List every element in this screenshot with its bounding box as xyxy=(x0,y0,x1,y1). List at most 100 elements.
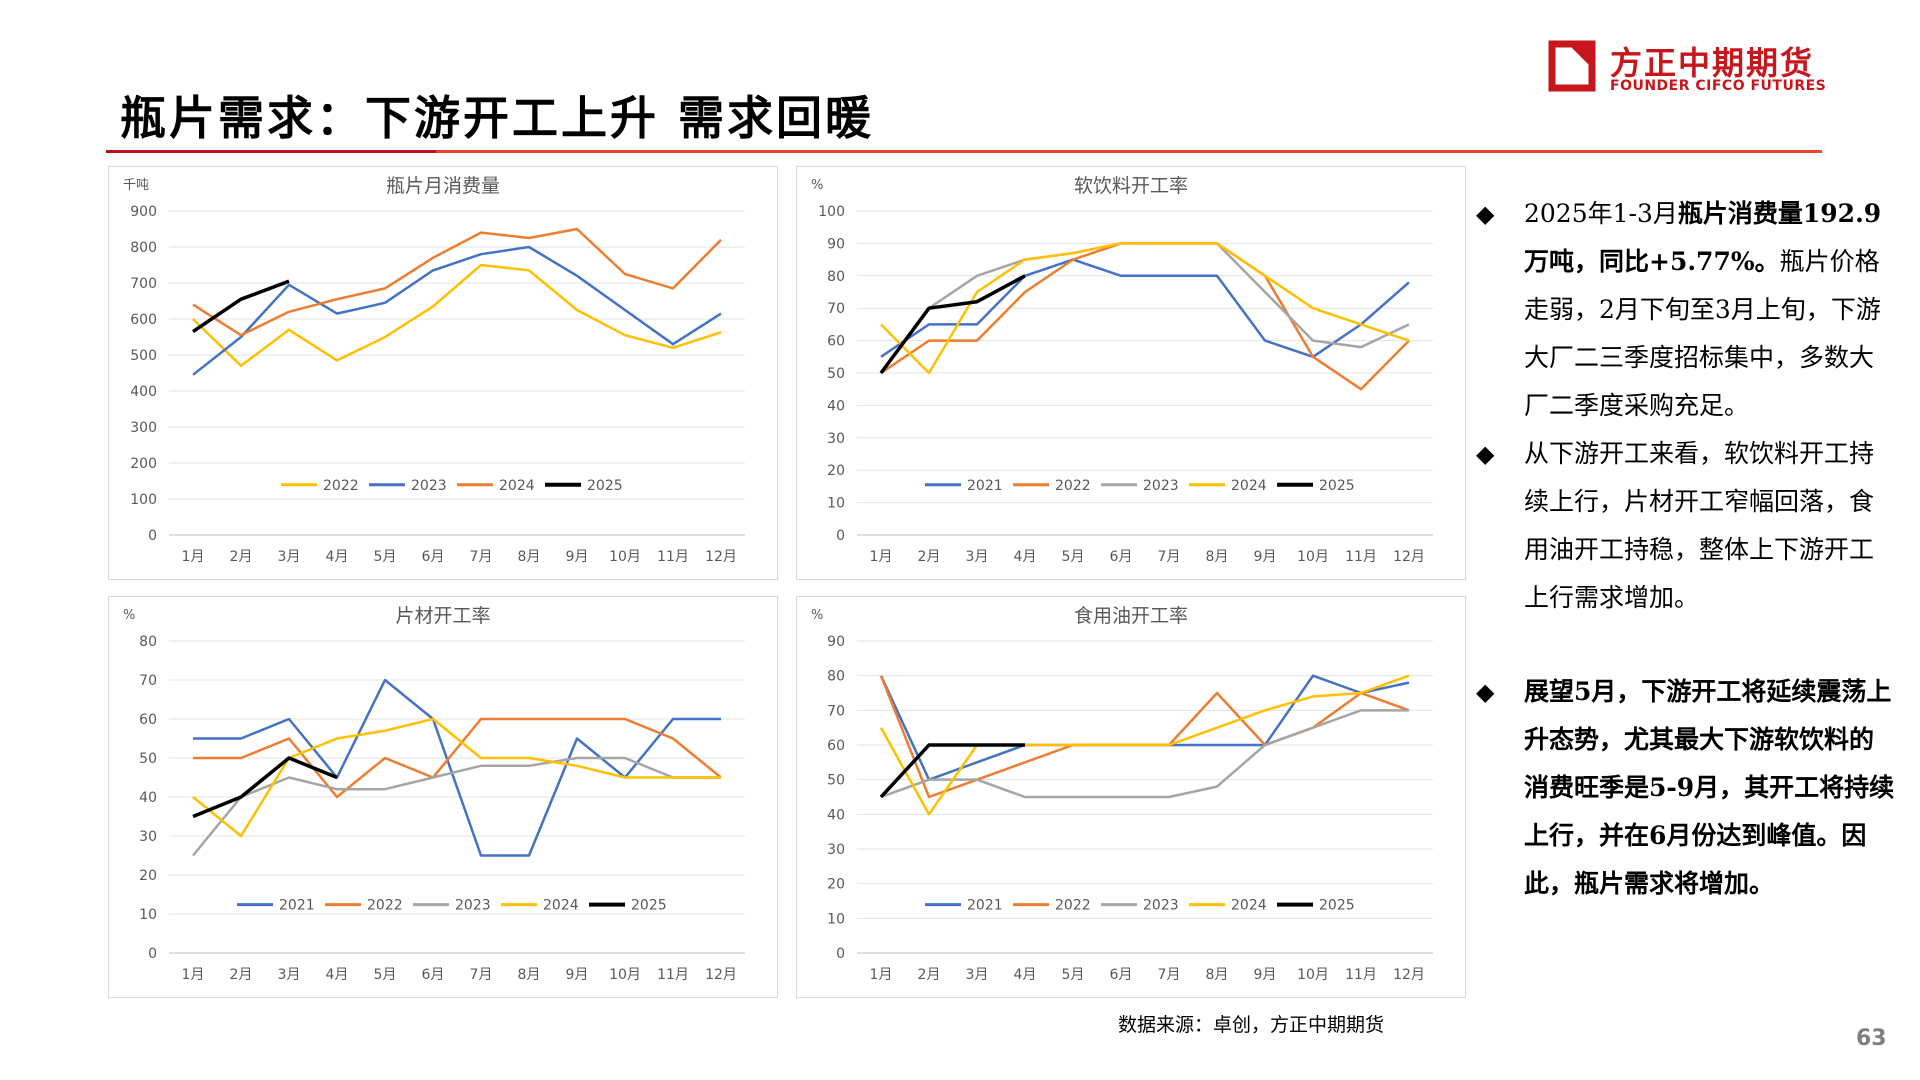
y-tick-label: 80 xyxy=(827,669,845,685)
company-logo: 方正中期期货 FOUNDER CIFCO FUTURES xyxy=(1548,38,1830,96)
y-tick-label: 10 xyxy=(139,907,157,923)
y-tick-label: 20 xyxy=(827,463,845,479)
x-tick-label: 11月 xyxy=(657,549,689,565)
x-tick-label: 2月 xyxy=(230,967,253,983)
legend-label: 2024 xyxy=(1231,898,1267,914)
logo-mark-icon xyxy=(1548,40,1596,92)
y-tick-label: 10 xyxy=(827,496,845,512)
x-tick-label: 10月 xyxy=(609,967,641,983)
y-tick-label: 20 xyxy=(139,868,157,884)
line-chart: 片材开工率% 0 10 20 30 40 50 60 70 80 1月 2月 3月 4月 5月 6月 7月 8月 9… xyxy=(123,605,745,983)
diamond-bullet-icon: ◆ xyxy=(1476,678,1495,706)
title-underline xyxy=(106,150,1822,153)
y-tick-label: 900 xyxy=(130,204,157,220)
y-tick-label: 10 xyxy=(827,911,845,927)
legend-label: 2021 xyxy=(967,898,1003,914)
y-tick-label: 40 xyxy=(139,790,157,806)
x-tick-label: 11月 xyxy=(1345,967,1377,983)
x-tick-label: 7月 xyxy=(470,549,493,565)
series-line-2022 xyxy=(880,242,1410,391)
x-tick-label: 7月 xyxy=(1158,967,1181,983)
x-tick-label: 11月 xyxy=(657,967,689,983)
y-axis-unit-label: % xyxy=(123,608,135,623)
x-tick-label: 8月 xyxy=(1206,549,1229,565)
bullet-text-bold: 瓶片消费量192.9万吨，同比+5.77%。 xyxy=(1524,199,1882,276)
y-tick-label: 0 xyxy=(148,528,157,544)
chart-panel-soft-drink-rate: 软饮料开工率% 0 10 20 30 40 50 60 70 80 90 100 1月 2月 3月 4月 5月 6… xyxy=(796,166,1466,580)
y-tick-label: 80 xyxy=(827,269,845,285)
bullet-text: 瓶片价格走弱，2月下旬至3月上旬，下游大厂二三季度招标集中，多数大厂二季度采购充… xyxy=(1524,247,1881,420)
x-tick-label: 4月 xyxy=(326,549,349,565)
series-line-2024 xyxy=(880,242,1410,375)
series-line-2024 xyxy=(192,227,722,337)
x-tick-label: 3月 xyxy=(278,967,301,983)
y-tick-label: 0 xyxy=(836,946,845,962)
x-tick-label: 6月 xyxy=(422,967,445,983)
legend-label: 2022 xyxy=(1055,478,1091,494)
y-tick-label: 30 xyxy=(827,431,845,447)
chart-title: 食用油开工率 xyxy=(1074,605,1188,627)
bullet-text: 从下游开工来看，软饮料开工持续上行，片材开工窄幅回落，食用油开工持稳，整体上下游… xyxy=(1524,439,1875,612)
x-tick-label: 5月 xyxy=(374,549,397,565)
x-tick-label: 9月 xyxy=(566,549,589,565)
legend-label: 2023 xyxy=(411,478,447,494)
title-underline-accent xyxy=(106,150,436,153)
x-tick-label: 9月 xyxy=(566,967,589,983)
series-line-2023 xyxy=(192,756,721,857)
x-tick-label: 5月 xyxy=(1062,967,1085,983)
legend-label: 2025 xyxy=(1319,478,1355,494)
x-tick-label: 1月 xyxy=(870,549,893,565)
y-tick-label: 0 xyxy=(148,946,157,962)
y-tick-label: 90 xyxy=(827,236,845,252)
bullet-item: ◆ 2025年1-3月瓶片消费量192.9万吨，同比+5.77%。瓶片价格走弱，… xyxy=(1476,190,1896,430)
y-tick-label: 70 xyxy=(827,703,845,719)
line-chart: 瓶片月消费量 千吨 0 100 200 300 400 500 600 700 800 900 1月 2月… xyxy=(123,175,745,565)
y-tick-label: 700 xyxy=(130,276,157,292)
x-tick-label: 7月 xyxy=(1158,549,1181,565)
chart-panel-bottle-consumption: 瓶片月消费量 千吨 0 100 200 300 400 500 600 700 800 900 1月 2月… xyxy=(108,166,778,580)
series-line-2025 xyxy=(879,743,1025,799)
x-tick-label: 4月 xyxy=(1014,967,1037,983)
legend-label: 2023 xyxy=(455,898,491,914)
y-tick-label: 20 xyxy=(827,877,845,893)
chart-title: 瓶片月消费量 xyxy=(386,175,500,197)
y-axis-unit-label: % xyxy=(811,608,823,623)
x-tick-label: 6月 xyxy=(1110,967,1133,983)
series-line-2021 xyxy=(193,678,721,857)
page-title: 瓶片需求：下游开工上升 需求回暖 xyxy=(120,91,875,145)
bullet-text-bold: 展望5月，下游开工将延续震荡上升态势，尤其最大下游软饮料的消费旺季是5-9月，其… xyxy=(1524,677,1895,898)
chart-title: 软饮料开工率 xyxy=(1074,175,1188,197)
y-tick-label: 40 xyxy=(827,807,845,823)
legend-label: 2024 xyxy=(543,898,579,914)
y-tick-label: 50 xyxy=(827,366,845,382)
page-number: 63 xyxy=(1856,1026,1887,1051)
x-tick-label: 10月 xyxy=(609,549,641,565)
x-tick-label: 3月 xyxy=(966,549,989,565)
series-line-2024 xyxy=(192,717,721,838)
y-tick-label: 800 xyxy=(130,240,157,256)
logo-english-name: FOUNDER CIFCO FUTURES xyxy=(1610,78,1827,94)
y-tick-label: 500 xyxy=(130,348,157,364)
y-axis-unit-label: 千吨 xyxy=(123,178,149,193)
legend-label: 2025 xyxy=(587,478,623,494)
x-tick-label: 4月 xyxy=(1014,549,1037,565)
x-tick-label: 10月 xyxy=(1297,967,1329,983)
bullet-item: ◆ 从下游开工来看，软饮料开工持续上行，片材开工窄幅回落，食用油开工持稳，整体上… xyxy=(1476,430,1896,622)
x-tick-label: 2月 xyxy=(918,967,941,983)
y-tick-label: 0 xyxy=(836,528,845,544)
x-tick-label: 10月 xyxy=(1297,549,1329,565)
y-tick-label: 60 xyxy=(827,334,845,350)
line-chart: 食用油开工率% 0 10 20 30 40 50 60 70 80 90 1月 2月 3月 4月 5月 6月 7月… xyxy=(811,605,1433,983)
legend-label: 2021 xyxy=(967,478,1003,494)
y-tick-label: 200 xyxy=(130,456,157,472)
legend-label: 2025 xyxy=(631,898,667,914)
line-chart: 软饮料开工率% 0 10 20 30 40 50 60 70 80 90 100 1月 2月 3月 4月 5月 6… xyxy=(811,175,1433,565)
x-tick-label: 9月 xyxy=(1254,549,1277,565)
x-tick-label: 1月 xyxy=(182,549,205,565)
y-tick-label: 100 xyxy=(818,204,845,220)
y-tick-label: 300 xyxy=(130,420,157,436)
series-line-2021 xyxy=(880,258,1410,359)
y-tick-label: 50 xyxy=(139,751,157,767)
y-tick-label: 90 xyxy=(827,634,845,650)
legend-label: 2024 xyxy=(1231,478,1267,494)
